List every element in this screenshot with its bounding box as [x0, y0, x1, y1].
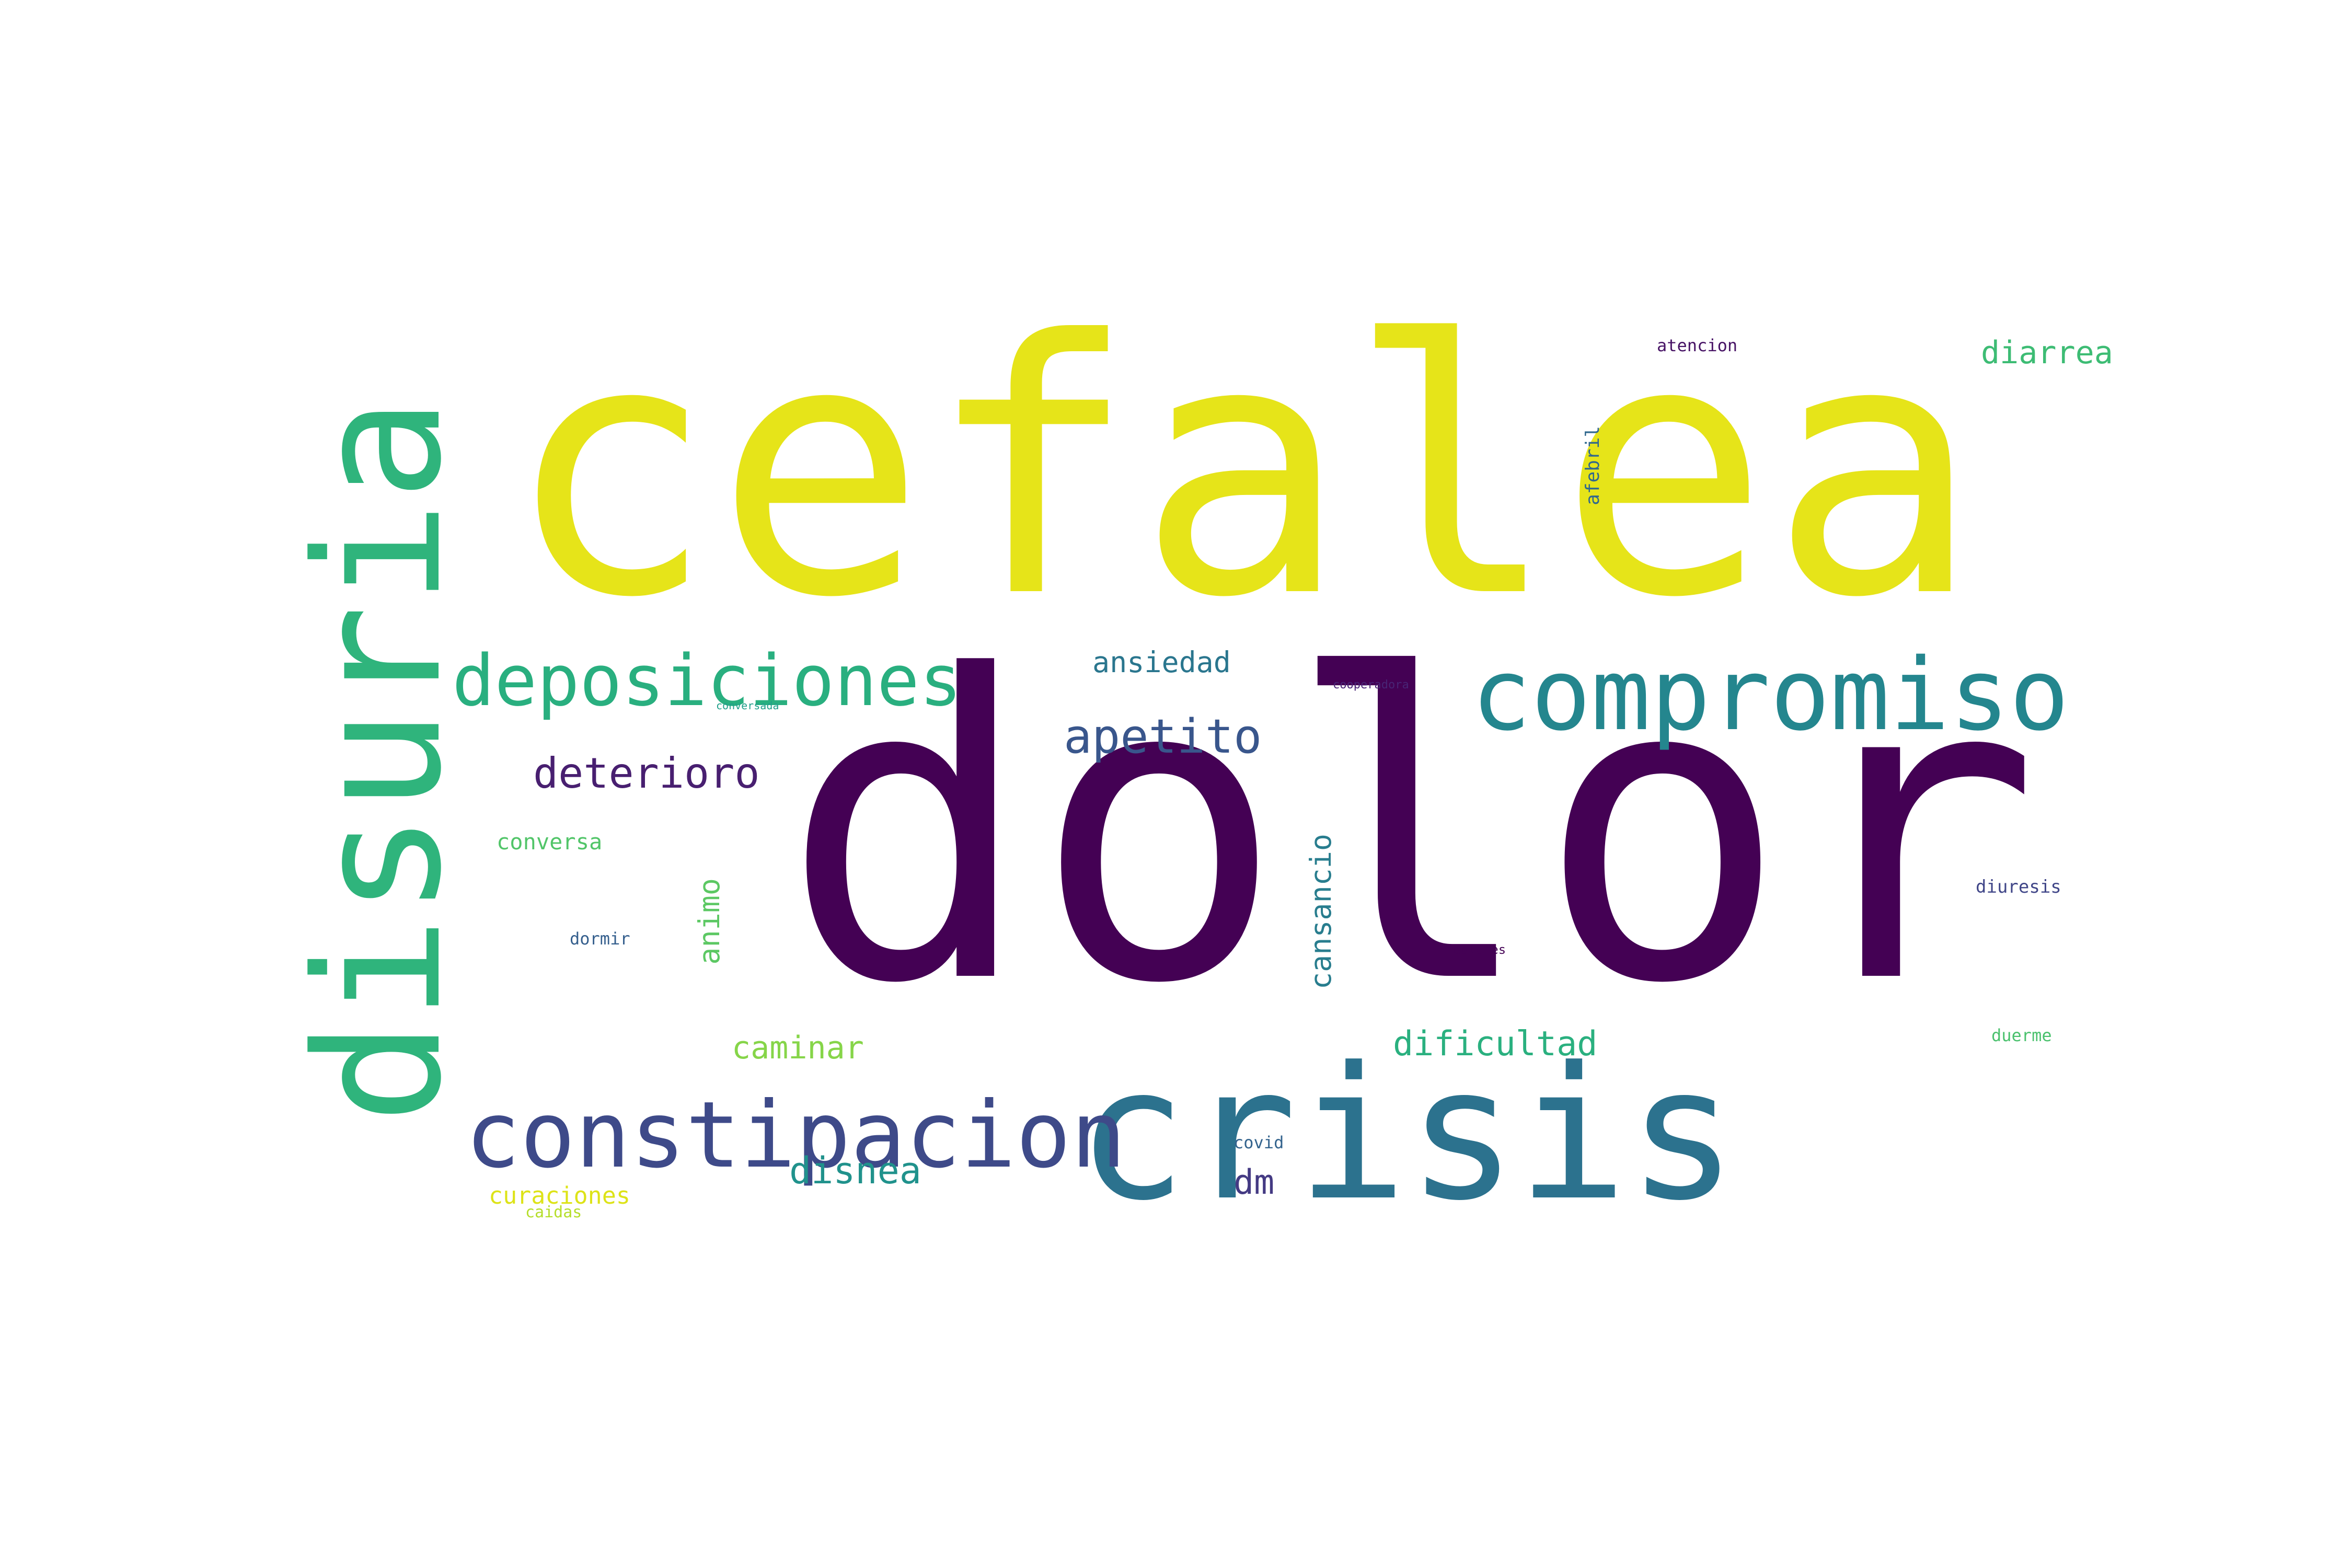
word-cooperadora: cooperadora [1333, 678, 1409, 691]
word-disnea: disnea [789, 1149, 921, 1192]
word-animo: animo [693, 878, 726, 965]
word-compromiso: compromiso [1471, 637, 2069, 753]
word-dm: dm [1233, 1163, 1275, 1202]
word-disuria: disuria [279, 397, 479, 1124]
word-apetito: apetito [1064, 709, 1262, 764]
word-cefalea: cefalea [504, 267, 1980, 674]
word-cansancio: cansancio [1304, 834, 1338, 990]
word-duerme: duerme [1991, 1025, 2052, 1045]
word-dormir: dormir [570, 929, 630, 949]
word-atencion: atencion [1657, 336, 1738, 355]
word-afebril: afebril [1582, 426, 1604, 505]
word-ansiedad: ansiedad [1092, 645, 1231, 679]
word-caminar: caminar [732, 1030, 864, 1066]
word-crisis: crisis [1077, 1028, 1738, 1241]
word-conversada: conversada [716, 699, 779, 712]
word-covid: covid [1233, 1133, 1284, 1152]
word-constipacion: constipacion [465, 1082, 1126, 1189]
word-dolor: dolor [781, 587, 2040, 1075]
word-dolores: dolores [1453, 942, 1506, 957]
word-caidas: caidas [525, 1203, 582, 1221]
word-curaciones: curaciones [489, 1182, 630, 1209]
word-deterioro: deterioro [533, 749, 760, 798]
word-diarrea: diarrea [1981, 335, 2113, 371]
word-diuresis: diuresis [1976, 877, 2061, 897]
word-deposiciones: deposiciones [452, 640, 962, 722]
word-conversa: conversa [497, 829, 603, 855]
word-dificultad: dificultad [1393, 1024, 1598, 1064]
